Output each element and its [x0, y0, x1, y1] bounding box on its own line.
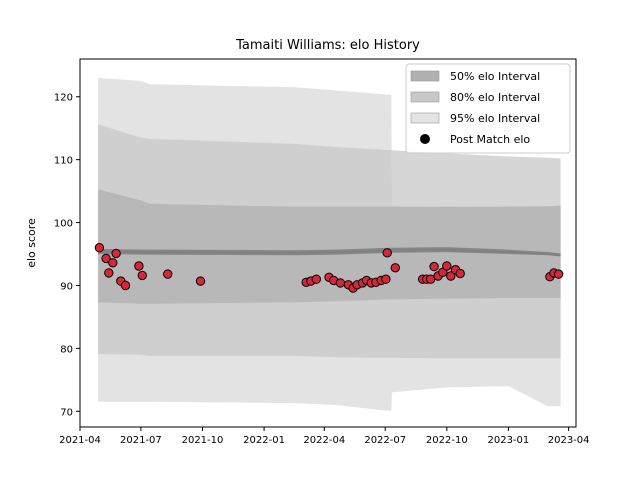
- post-match-point: [120, 280, 131, 291]
- interval-bands: [98, 77, 561, 412]
- legend-label: 50% elo Interval: [450, 70, 540, 83]
- post-match-point: [429, 261, 439, 272]
- legend-box: [405, 63, 571, 154]
- post-match-point: [335, 278, 346, 288]
- post-match-point: [446, 271, 456, 281]
- median-line: [98, 248, 561, 256]
- y-tick-label: 90: [60, 281, 73, 292]
- post-match-point: [163, 269, 173, 279]
- post-match-point: [390, 263, 400, 273]
- x-tick-label: 2022-07: [364, 435, 406, 446]
- x-tick-label: 2021-07: [120, 435, 162, 446]
- post-match-point: [382, 248, 392, 258]
- legend-label: 95% elo Interval: [450, 112, 540, 125]
- y-tick-label: 100: [54, 219, 73, 230]
- post-match-point: [104, 268, 114, 278]
- x-tick-label: 2022-01: [243, 435, 285, 446]
- post-match-point: [111, 248, 121, 259]
- x-tick-label: 2023-01: [487, 435, 529, 446]
- x-tick-label: 2023-04: [548, 435, 590, 446]
- plot-frame: [79, 58, 577, 428]
- x-tick-label: 2021-04: [59, 435, 101, 446]
- legend: 50% elo Interval 80% elo Interval 95% elo …: [405, 63, 571, 154]
- x-tick-label: 2022-04: [303, 435, 345, 446]
- post-match-point: [311, 274, 321, 284]
- legend-swatch: [410, 70, 440, 82]
- post-match-point: [381, 274, 391, 284]
- x-axis: 2021-04 2021-07 2021-10 2022-01 2022-04 2022-…: [59, 427, 590, 446]
- legend-swatch: [410, 91, 440, 103]
- y-tick-label: 110: [54, 156, 73, 167]
- y-tick-label: 80: [60, 344, 73, 355]
- post-match-points: [94, 243, 564, 293]
- post-match-point: [94, 243, 105, 253]
- post-match-point: [101, 253, 111, 264]
- legend-label: Post Match elo: [450, 133, 530, 146]
- y-tick-label: 70: [60, 407, 73, 418]
- post-match-point: [134, 261, 144, 271]
- post-match-point: [553, 269, 564, 279]
- legend-swatch: [410, 112, 440, 124]
- x-tick-label: 2021-10: [182, 435, 224, 446]
- y-tick-label: 120: [54, 93, 73, 104]
- legend-marker-swatch: [420, 134, 430, 144]
- y-axis-title: elo score: [25, 218, 38, 268]
- post-match-point: [137, 270, 148, 281]
- legend-label: 80% elo Interval: [450, 91, 540, 104]
- post-match-point: [442, 261, 452, 271]
- x-tick-label: 2022-10: [426, 435, 468, 446]
- post-match-point: [455, 268, 465, 279]
- y-axis: 70 80 90 100 110 120: [54, 93, 80, 418]
- chart-title: Tamaiti Williams: elo History: [235, 38, 420, 53]
- post-match-point: [195, 276, 206, 286]
- post-match-point: [108, 258, 118, 268]
